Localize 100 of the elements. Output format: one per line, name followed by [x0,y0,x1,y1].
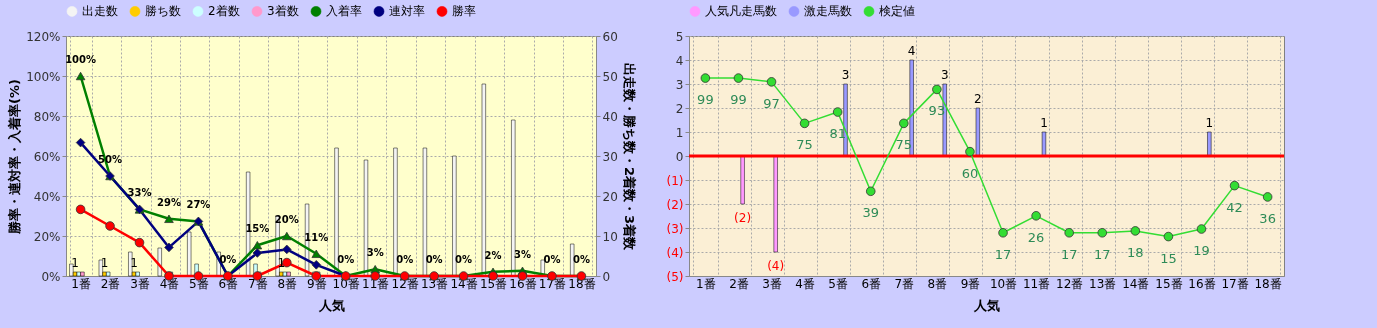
x-axis-title: 人気 [317,297,345,313]
legend-label: 出走数 [82,4,118,19]
x-tick-label: 14番 [1122,276,1150,291]
data-label: 3 [841,68,850,82]
legend-label: 勝率 [452,4,476,19]
x-tick-label: 3番 [130,276,150,291]
data-label: 0% [572,254,590,265]
y-tick-label: 1 [675,125,684,140]
legend-label: 激走馬数 [804,4,852,19]
data-label: 1 [1040,116,1048,130]
data-label: 4 [907,44,916,58]
data-label: 0% [219,254,237,265]
y-tick-label: 3 [675,77,684,92]
x-tick-label: 1番 [696,276,716,291]
data-label: 11% [304,231,329,243]
data-label: 18 [1127,244,1144,260]
data-label: 20% [274,214,299,225]
x-tick-label: 5番 [828,276,848,291]
x-tick-label: 2番 [729,276,749,291]
x-tick-label: 1番 [71,276,91,291]
y-tick-label: 60% [33,149,61,164]
y-tick-label: 80% [33,109,61,124]
y-axis-title: 勝率・連対率・入着率(%) [7,79,23,235]
x-tick-label: 18番 [568,276,596,291]
y2-tick-label: 20 [602,189,618,204]
x-tick-label: 4番 [795,276,815,291]
data-label: 60 [961,165,979,181]
y-tick-label: 4 [675,53,684,68]
y-tick-label: (5) [666,269,684,284]
x-tick-label: 15番 [1155,276,1183,291]
x-tick-label: 3番 [762,276,782,291]
data-label: 39 [862,205,880,221]
x-tick-label: 7番 [894,276,915,291]
data-label: 15% [245,223,270,235]
y-tick-label: 2 [675,101,684,116]
data-label: 99 [730,92,747,108]
y2-axis-title: 出走数・勝ち数・2着数・3着数 [621,62,637,252]
y2-tick-label: 10 [602,229,618,244]
x-tick-label: 13番 [420,276,449,291]
data-label: 42 [1226,199,1243,215]
data-label: 3% [366,247,384,259]
data-label: 3% [514,248,531,260]
legend-label: 検定値 [879,4,915,19]
data-label: 0% [337,254,355,265]
x-axis-title: 人気 [973,297,1000,313]
data-label: 2% [484,249,502,261]
x-tick-label: 13番 [1089,276,1117,291]
x-tick-label: 6番 [861,276,882,291]
x-tick-label: 15番 [479,276,508,291]
data-label: 17 [1093,246,1111,262]
data-label: 0% [396,254,414,265]
data-label: 33% [127,187,152,199]
data-label: 17 [1060,246,1078,262]
y2-tick-label: 40 [602,109,618,124]
data-label: 19 [1193,243,1210,259]
data-label: 1 [1205,116,1214,130]
data-label: 1 [71,256,79,270]
y-tick-label: 0% [41,269,61,284]
x-tick-label: 10番 [989,276,1018,291]
x-tick-label: 11番 [1022,276,1051,291]
data-label: 99 [697,92,714,108]
legend-label: 3着数 [267,4,299,19]
y-tick-label: 40% [33,189,61,204]
y-tick-label: (1) [666,173,684,188]
data-label: 17 [994,246,1012,262]
y-tick-label: 0 [675,149,684,164]
y-tick-label: (4) [666,245,684,260]
y2-tick-label: 60 [602,29,618,44]
x-tick-label: 17番 [1221,276,1249,291]
x-tick-label: 4番 [159,276,180,291]
data-label: 100% [65,54,97,65]
y-tick-label: (2) [666,197,684,212]
x-tick-label: 8番 [927,276,948,291]
legend-label: 連対率 [389,4,425,19]
x-tick-label: 7番 [248,276,268,291]
data-label: 1 [277,256,286,270]
y-tick-label: 100% [26,69,61,84]
data-label: 0% [543,254,561,265]
data-label: 0% [455,254,473,265]
y-tick-label: 5 [675,29,684,44]
y-tick-label: 20% [33,229,61,244]
data-label: 29% [157,196,181,208]
data-label: 15 [1160,250,1177,266]
data-label: 75 [796,137,813,153]
data-label: 36 [1259,210,1276,226]
x-tick-label: 9番 [960,276,981,291]
x-tick-label: 9番 [306,276,327,291]
x-tick-label: 5番 [189,276,209,291]
data-label: 1 [130,256,138,270]
data-label: 26 [1027,229,1045,245]
legend-label: 入着率 [326,4,362,19]
data-label: (2) [734,211,752,225]
legend-label: 2着数 [208,4,240,19]
legend-label: 人気凡走馬数 [705,4,777,19]
data-label: 3 [940,68,949,82]
y-tick-label: 120% [26,29,61,44]
y-tick-label: (3) [666,221,684,236]
x-tick-label: 2番 [100,276,121,291]
x-tick-label: 8番 [277,276,298,291]
data-label: 97 [763,95,780,111]
